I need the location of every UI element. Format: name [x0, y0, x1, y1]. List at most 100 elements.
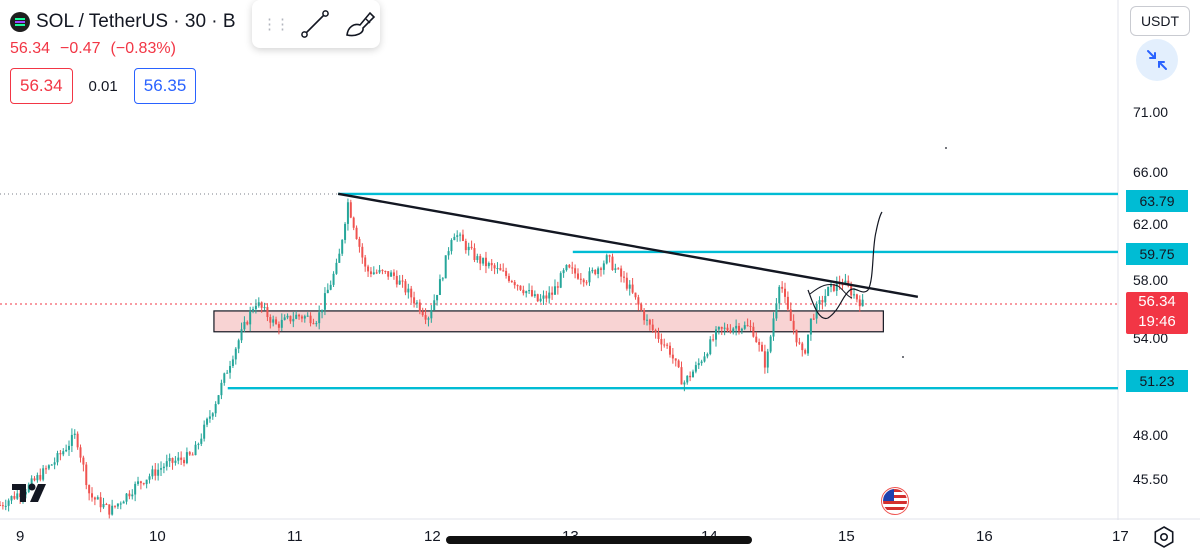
us-flag-event-icon[interactable] [881, 487, 909, 515]
candle-body [620, 268, 623, 277]
candle-body [108, 504, 111, 515]
candle-body [418, 302, 421, 312]
candle-body [312, 323, 315, 325]
buy-price-button[interactable]: 56.35 [133, 68, 197, 104]
candle-body [116, 503, 119, 507]
last-price-text: 56.34 [10, 40, 51, 57]
candle-body [761, 344, 764, 352]
home-indicator [446, 536, 752, 544]
date-tick: 16 [976, 528, 993, 545]
brush-icon [346, 11, 376, 37]
candle-body [752, 326, 755, 337]
candle-body [137, 481, 140, 484]
candle-body [234, 348, 237, 360]
candle-body [148, 476, 151, 480]
candle-body [461, 234, 464, 241]
candle-body [467, 246, 470, 251]
price-tick: 48.00 [1133, 427, 1169, 443]
candle-body [4, 505, 7, 507]
candle-body [763, 351, 766, 368]
candle-body [775, 303, 778, 319]
candle-body [300, 316, 303, 319]
settings-gear-icon[interactable] [1152, 525, 1176, 549]
candle-body [191, 454, 194, 456]
brush-tool-button[interactable] [342, 5, 380, 43]
candle-body [818, 300, 821, 304]
candle-body [654, 329, 657, 333]
candle-body [459, 234, 462, 236]
candle-body [789, 309, 792, 321]
candle-body [85, 464, 88, 486]
candle-body [93, 497, 96, 500]
candle-body [519, 285, 522, 290]
candle-body [45, 468, 48, 470]
candle-body [571, 267, 574, 269]
candle-body [197, 443, 200, 445]
drag-handle-icon[interactable]: ⋮⋮ [262, 16, 290, 33]
stray-dot [902, 356, 904, 358]
candle-body [496, 268, 499, 270]
sell-price-button[interactable]: 56.34 [10, 68, 73, 104]
candle-body [16, 493, 19, 499]
candle-body [637, 297, 640, 305]
candle-body [378, 269, 381, 273]
candle-body [171, 458, 174, 463]
candle-body [470, 246, 473, 249]
candle-body [473, 248, 476, 260]
candle-body [102, 504, 105, 508]
candle-body [697, 363, 700, 366]
symbol-title[interactable]: SOL / TetherUS · 30 · B [36, 11, 236, 32]
price-change: 56.34 −0.47 (−0.83%) [10, 40, 236, 58]
candle-body [160, 468, 163, 470]
candle-body [545, 295, 548, 299]
candle-body [286, 315, 289, 318]
candle-body [798, 342, 801, 344]
candle-body [50, 464, 53, 466]
candle-body [548, 292, 551, 299]
candle-body [272, 319, 275, 323]
candle-body [683, 382, 686, 385]
candle-body [321, 309, 324, 313]
candle-body [850, 285, 853, 296]
candle-body [717, 327, 720, 330]
candle-body [162, 466, 165, 469]
candle-body [421, 311, 424, 316]
candle-body [298, 314, 301, 317]
candle-body [254, 305, 257, 310]
date-tick: 11 [287, 528, 303, 545]
change-percent: (−0.83%) [110, 40, 176, 57]
candle-body [853, 294, 856, 296]
candle-body [384, 270, 387, 272]
candle-body [812, 318, 815, 320]
candle-body [551, 292, 554, 295]
candle-body [10, 496, 13, 501]
candle-body [223, 373, 226, 383]
mid-line-price-label: 59.75 [1126, 243, 1188, 265]
solana-logo-icon [10, 12, 30, 32]
candle-body [781, 286, 784, 289]
candle-body [599, 268, 602, 270]
candle-body [62, 451, 65, 455]
candle-body [513, 281, 516, 286]
candle-body [226, 372, 229, 374]
collapse-button[interactable] [1136, 39, 1178, 81]
candle-body [582, 279, 585, 283]
candle-body [289, 315, 292, 322]
candle-body [352, 217, 355, 228]
candle-body [332, 273, 335, 285]
candle-body [824, 295, 827, 303]
candle-body [361, 246, 364, 258]
candle-body [266, 307, 269, 318]
projection-sketch [807, 211, 883, 319]
candle-body [249, 310, 252, 325]
candle-body [372, 272, 375, 275]
candle-body [766, 351, 769, 368]
candle-body [105, 504, 108, 506]
candle-body [436, 294, 439, 301]
currency-selector[interactable]: USDT [1130, 6, 1190, 36]
candle-body [490, 263, 493, 266]
candle-body [183, 459, 186, 464]
candle-body [200, 438, 203, 444]
trend-line-tool-button[interactable] [296, 5, 334, 43]
